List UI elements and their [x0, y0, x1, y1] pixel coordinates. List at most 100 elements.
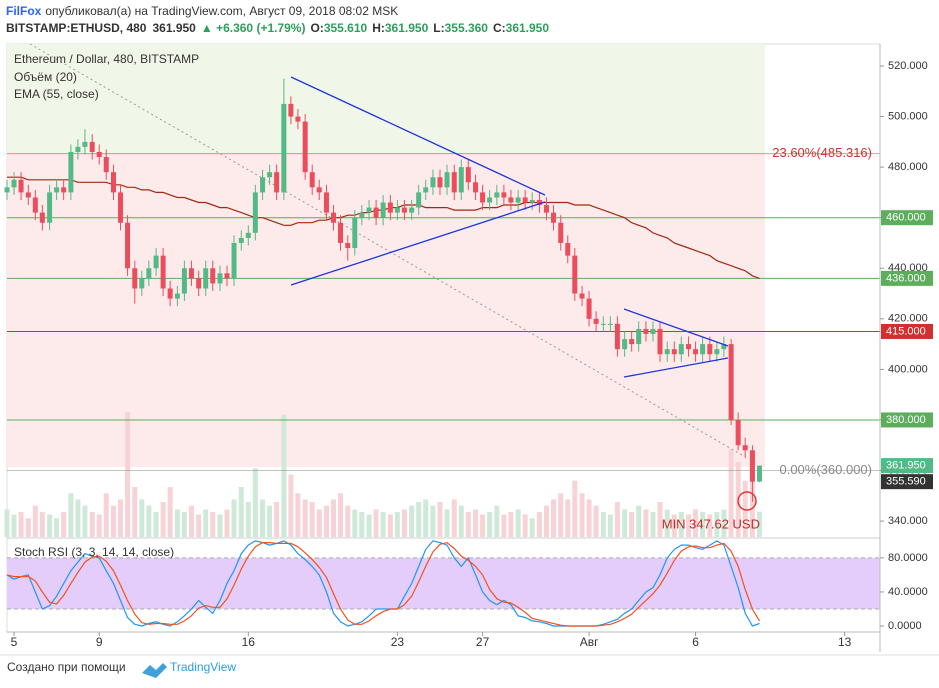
volume-bar	[693, 509, 699, 537]
price-tag-label: 355.590	[886, 476, 926, 488]
volume-bar	[11, 514, 17, 537]
stoch-band	[7, 557, 880, 609]
candle-body	[32, 197, 38, 213]
candle-body	[359, 212, 365, 218]
volume-bar	[607, 514, 613, 537]
volume-bar	[330, 499, 336, 537]
author[interactable]: FilFox	[6, 4, 42, 18]
candle-body	[380, 202, 386, 218]
trend-line	[290, 201, 546, 286]
volume-bar	[118, 499, 124, 537]
candle-body	[217, 273, 223, 284]
x-tick-label: 9	[96, 635, 103, 649]
volume-bar	[558, 493, 564, 537]
volume-bar	[707, 514, 713, 537]
candle-body	[522, 197, 528, 203]
y-tick-label: 420.000	[888, 313, 928, 325]
volume-bar	[657, 502, 663, 537]
y-tick-label: 40.0000	[888, 586, 928, 598]
volume-bar	[671, 514, 677, 537]
volume-bar	[380, 512, 386, 537]
volume-bar	[394, 512, 400, 537]
footer-text: Создано при помощи	[7, 660, 126, 674]
candle-body	[430, 177, 436, 188]
y-tick-label: 500.000	[888, 110, 928, 122]
candle-body	[61, 187, 67, 193]
candle-body	[444, 172, 450, 188]
candle-body	[451, 172, 457, 193]
candle-body	[416, 192, 422, 208]
volume-bar	[82, 505, 88, 537]
ema-legend: EMA (55, close)	[14, 87, 99, 101]
volume-bar	[203, 509, 209, 537]
min-annotation: MIN 347.62 USD	[662, 516, 760, 531]
volume-bar	[309, 502, 315, 537]
candle-body	[473, 182, 479, 193]
volume-bar	[565, 499, 571, 537]
candle-body	[458, 167, 464, 193]
candle-body	[586, 298, 592, 319]
candle-body	[401, 207, 407, 213]
candle-body	[352, 217, 358, 249]
volume-bar	[181, 512, 187, 537]
candle-body	[508, 197, 514, 203]
volume-bar	[678, 512, 684, 537]
volume-bar	[536, 512, 542, 537]
level-tag	[881, 412, 933, 428]
volume-bar	[132, 487, 138, 537]
volume-bar	[551, 499, 557, 537]
volume-bar	[494, 505, 500, 537]
y-tick-label: 0.0000	[888, 620, 922, 632]
main-title: Ethereum / Dollar, 480, BITSTAMP	[14, 52, 199, 66]
volume-bar	[664, 509, 670, 537]
ohlc-label: H:	[372, 21, 385, 35]
candle-body	[749, 450, 755, 482]
brand[interactable]: TradingView	[170, 660, 236, 674]
volume-bar	[423, 499, 429, 537]
level-tag-label: 460.000	[886, 212, 926, 224]
level-tag	[881, 270, 933, 286]
candle-body	[96, 151, 102, 158]
volume-bar	[252, 468, 258, 537]
candle-body	[494, 192, 500, 198]
volume-bar	[366, 514, 372, 537]
volume-bar	[756, 512, 762, 537]
volume-bar	[54, 518, 60, 537]
volume-bar	[160, 502, 166, 537]
candle-body	[153, 255, 159, 269]
y-tick-label: 80.0000	[888, 552, 928, 564]
candle-body	[238, 237, 244, 243]
fib-label: 23.60%(485.316)	[772, 145, 872, 160]
last-price: 361.950	[152, 21, 196, 35]
candle-body	[203, 268, 209, 289]
volume-bar	[196, 514, 202, 537]
volume-bar	[295, 493, 301, 537]
fib-label: 0.00%(360.000)	[779, 462, 872, 477]
candle-body	[636, 328, 642, 345]
volume-bar	[96, 514, 102, 537]
volume-bar	[515, 509, 521, 537]
candle-body	[167, 288, 173, 299]
candle-body	[281, 103, 287, 193]
zone-green	[7, 44, 765, 153]
candle-body	[125, 222, 131, 269]
candle-body	[160, 255, 166, 289]
volume-bar	[302, 499, 308, 537]
candle-body	[629, 339, 635, 345]
candle-body	[558, 222, 564, 243]
volume-bar	[32, 505, 38, 537]
trend-dashed	[29, 43, 743, 456]
min-circle	[737, 491, 757, 511]
volume-bar	[721, 509, 727, 537]
ohlc-label: O:	[310, 21, 323, 35]
candle-body	[82, 141, 88, 147]
candle-body	[686, 344, 692, 350]
symbol-line: BITSTAMP:ETHUSD, 480 361.950 ▲ +6.360 (+1.…	[6, 21, 549, 35]
volume-bar	[224, 509, 230, 537]
volume-bar	[267, 505, 273, 537]
candle-body	[89, 141, 95, 152]
candle-body	[437, 177, 443, 188]
volume-bar	[409, 505, 415, 537]
y-tick-label: 340.000	[888, 515, 928, 527]
